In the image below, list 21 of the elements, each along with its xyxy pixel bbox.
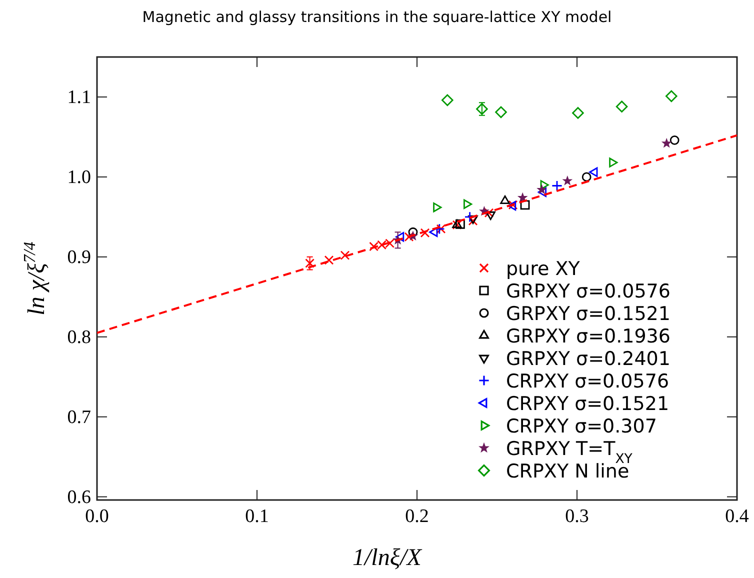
y-tick-label: 0.9 [67, 246, 91, 268]
x-tick-label: 0.2 [405, 506, 429, 527]
x-tick-label: 0.0 [85, 506, 109, 527]
legend-label: GRPXY σ=0.2401 [506, 348, 670, 370]
legend-label: CRPXY σ=0.1521 [506, 393, 670, 415]
x-tick-label: 0.3 [565, 506, 589, 527]
x-tick-label: 0.1 [245, 506, 269, 527]
x-axis-title: 1/lnξ/X [352, 545, 423, 571]
legend-label: CRPXY σ=0.0576 [506, 370, 670, 392]
y-tick-label: 1.0 [67, 166, 91, 188]
y-tick-label: 1.1 [67, 86, 91, 108]
legend-label: GRPXY σ=0.1936 [506, 326, 670, 348]
legend-label: GRPXY σ=0.1521 [506, 303, 670, 325]
legend-label: pure XY [506, 258, 580, 280]
legend-label: GRPXY σ=0.0576 [506, 280, 670, 302]
y-tick-label: 0.7 [67, 406, 91, 428]
x-tick-label: 0.4 [725, 506, 750, 527]
chart-title: Magnetic and glassy transitions in the square-lattice XY model [142, 8, 612, 26]
legend-label: CRPXY σ=0.307 [506, 416, 657, 438]
y-tick-label: 0.6 [67, 486, 91, 508]
y-tick-label: 0.8 [67, 326, 91, 348]
